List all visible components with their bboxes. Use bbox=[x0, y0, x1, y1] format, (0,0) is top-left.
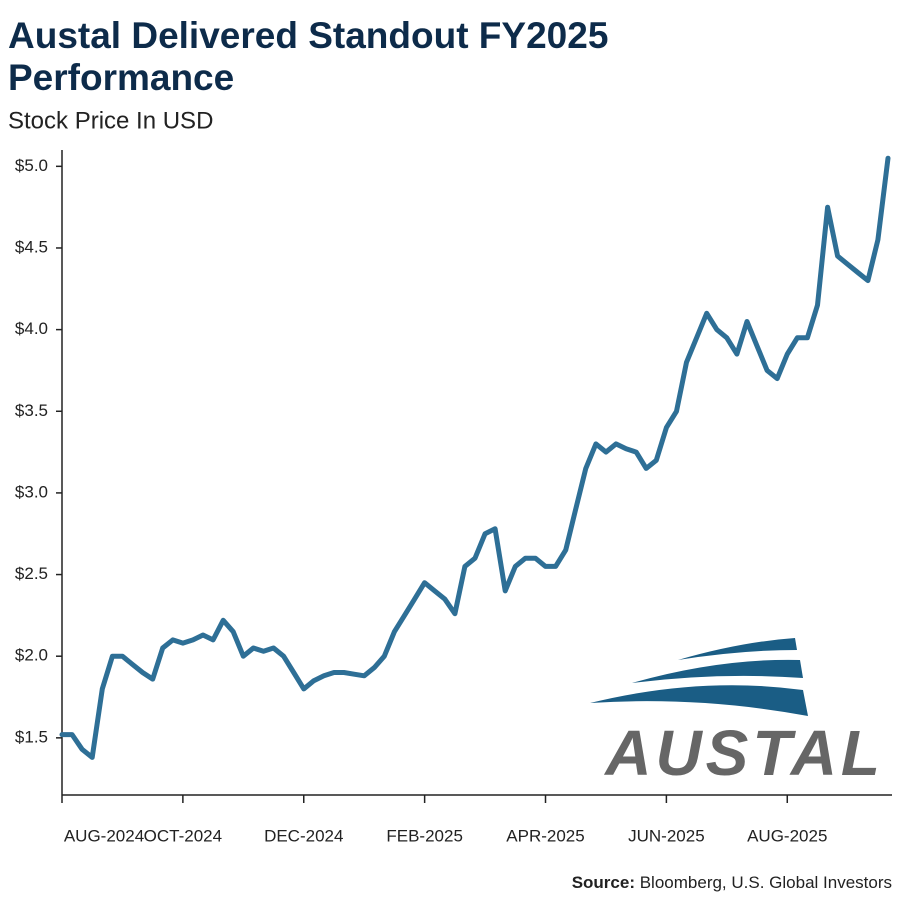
chart-title-line1: Austal Delivered Standout FY2025 bbox=[8, 15, 608, 56]
chart-title-line2: Performance bbox=[8, 57, 234, 98]
logo-text: AUSTAL bbox=[603, 717, 884, 789]
y-tick-label: $3.0 bbox=[15, 482, 48, 501]
y-tick-label: $1.5 bbox=[15, 727, 48, 746]
x-tick-label: AUG-2025 bbox=[747, 826, 827, 845]
y-tick-label: $5.0 bbox=[15, 156, 48, 175]
x-tick-label: JUN-2025 bbox=[628, 826, 705, 845]
chart-subtitle: Stock Price In USD bbox=[8, 107, 213, 134]
logo: AUSTAL bbox=[590, 638, 884, 789]
y-tick-label: $4.5 bbox=[15, 237, 48, 256]
y-tick-label: $2.0 bbox=[15, 646, 48, 665]
source-text: Bloomberg, U.S. Global Investors bbox=[640, 873, 892, 892]
price-line bbox=[59, 155, 891, 760]
y-tick-label: $4.0 bbox=[15, 319, 48, 338]
x-tick-label: APR-2025 bbox=[506, 826, 584, 845]
x-tick-label: OCT-2024 bbox=[144, 826, 222, 845]
x-tick-label: FEB-2025 bbox=[386, 826, 463, 845]
x-tick-label: AUG-2024 bbox=[64, 826, 144, 845]
y-tick-label: $2.5 bbox=[15, 564, 48, 583]
x-tick-label: DEC-2024 bbox=[264, 826, 343, 845]
source-label: Source: bbox=[572, 873, 635, 892]
logo-swoosh bbox=[632, 659, 803, 683]
logo-swoosh bbox=[590, 685, 808, 716]
y-tick-label: $3.5 bbox=[15, 401, 48, 420]
logo-swoosh bbox=[678, 638, 797, 660]
source: Source: Bloomberg, U.S. Global Investors bbox=[572, 873, 892, 892]
